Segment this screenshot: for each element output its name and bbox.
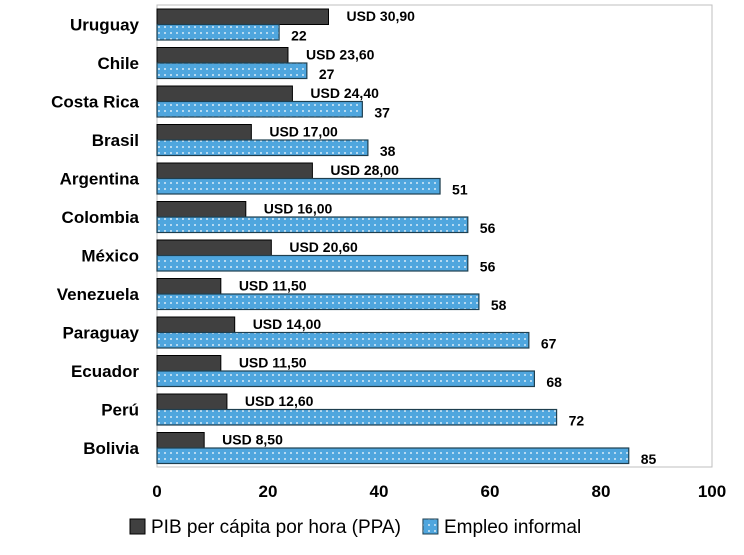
data-label-pib: USD 17,00 — [269, 124, 338, 140]
x-tick-label: 80 — [592, 482, 611, 501]
bar-empleo — [156, 177, 441, 195]
data-label-empleo: 67 — [541, 336, 557, 352]
data-label-empleo: 72 — [569, 413, 585, 429]
category-label: Chile — [97, 54, 139, 73]
x-tick-label: 60 — [481, 482, 500, 501]
data-label-empleo: 56 — [480, 220, 496, 236]
legend-swatch — [129, 518, 146, 535]
legend: PIB per cápita por hora (PPA) Empleo info… — [129, 517, 581, 538]
category-label: Uruguay — [70, 15, 140, 34]
category-label: Costa Rica — [51, 92, 139, 111]
bar-pib — [156, 239, 272, 256]
data-label-empleo: 37 — [374, 105, 390, 121]
data-label-pib: USD 20,60 — [289, 239, 358, 255]
legend-label: PIB per cápita por hora (PPA) — [151, 517, 401, 538]
category-label: Brasil — [92, 131, 139, 150]
bar-pib — [156, 393, 228, 410]
data-label-pib: USD 16,00 — [264, 201, 333, 217]
bar-pib — [156, 124, 252, 141]
data-label-empleo: 22 — [291, 28, 307, 44]
data-label-pib: USD 11,50 — [239, 355, 307, 371]
data-label-empleo: 38 — [380, 143, 396, 159]
category-label: Venezuela — [57, 285, 140, 304]
x-tick-label: 40 — [370, 482, 389, 501]
data-label-pib: USD 24,40 — [310, 85, 379, 101]
data-label-empleo: 85 — [641, 451, 657, 467]
bar-pib — [156, 278, 222, 295]
data-label-pib: USD 30,90 — [346, 8, 415, 24]
data-label-empleo: 68 — [546, 374, 562, 390]
category-label: México — [81, 246, 139, 265]
category-label: Ecuador — [71, 362, 139, 381]
plot-border — [156, 4, 713, 468]
bar-pib — [156, 47, 289, 64]
legend-label: Empleo informal — [444, 517, 581, 538]
data-label-pib: USD 12,60 — [245, 393, 314, 409]
bar-empleo — [156, 293, 480, 311]
bar-pib — [156, 85, 293, 102]
bar-empleo — [156, 139, 369, 157]
bar-pib — [156, 432, 205, 449]
bar-pib — [156, 355, 222, 372]
category-label: Paraguay — [62, 323, 139, 342]
data-label-pib: USD 23,60 — [306, 47, 375, 63]
data-label-empleo: 58 — [491, 297, 507, 313]
data-label-empleo: 56 — [480, 259, 496, 275]
bar-empleo — [156, 408, 558, 426]
bar-empleo — [156, 331, 530, 349]
plot-area: Uruguay USD 30,90 22 Chile USD 23,60 27 Costa … — [51, 4, 726, 501]
data-label-pib: USD 14,00 — [253, 316, 322, 332]
data-label-empleo: 27 — [319, 66, 335, 82]
category-label: Bolivia — [83, 439, 139, 458]
bar-pib — [156, 8, 329, 25]
data-label-pib: USD 11,50 — [239, 278, 307, 294]
bar-pib — [156, 316, 236, 333]
legend-swatch — [422, 518, 439, 535]
bar-pib — [156, 162, 313, 179]
bar-empleo — [156, 370, 535, 388]
category-label: Perú — [101, 400, 139, 419]
bar-empleo — [156, 62, 308, 80]
bar-empleo — [156, 254, 469, 272]
bar-empleo — [156, 216, 469, 234]
x-tick-label: 20 — [259, 482, 278, 501]
data-label-pib: USD 8,50 — [222, 432, 283, 448]
data-label-pib: USD 28,00 — [330, 162, 399, 178]
bar-pib — [156, 201, 247, 218]
x-tick-label: 100 — [698, 482, 726, 501]
category-label: Colombia — [62, 208, 140, 227]
x-tick-label: 0 — [152, 482, 161, 501]
bar-empleo — [156, 23, 280, 41]
data-label-empleo: 51 — [452, 182, 468, 198]
category-label: Argentina — [60, 169, 140, 188]
bar-empleo — [156, 100, 363, 118]
bar-empleo — [156, 447, 630, 465]
